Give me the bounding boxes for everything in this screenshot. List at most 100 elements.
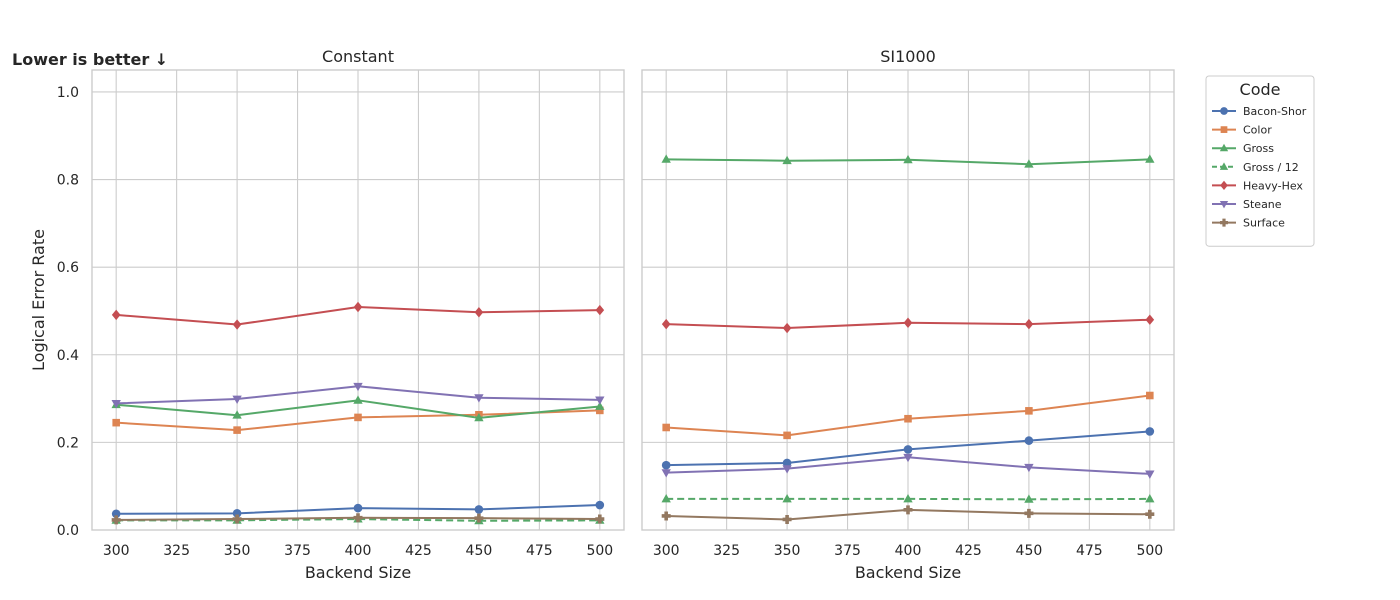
- x-tick-label: 475: [1076, 543, 1103, 559]
- data-point: [232, 319, 242, 330]
- data-point: [354, 413, 362, 422]
- panel-title: SI1000: [880, 47, 936, 66]
- data-point: [903, 493, 913, 503]
- y-tick-label: 0.4: [57, 348, 79, 364]
- data-point: [1145, 470, 1155, 479]
- x-axis-label: Backend Size: [305, 563, 411, 582]
- lower-is-better-annotation: Lower is better ↓: [12, 50, 169, 69]
- data-point: [782, 514, 792, 524]
- x-tick-label: 450: [466, 543, 493, 559]
- x-tick-label: 425: [405, 543, 432, 559]
- y-tick-label: 1.0: [57, 85, 79, 101]
- series-heavy-hex: [661, 314, 1155, 334]
- x-tick-label: 350: [224, 543, 251, 559]
- data-point: [595, 401, 605, 410]
- data-point: [903, 453, 913, 463]
- data-point: [661, 460, 671, 470]
- legend-marker: [1220, 126, 1228, 133]
- data-point: [782, 322, 792, 334]
- x-tick-label: 400: [895, 543, 922, 559]
- y-axis-label: Logical Error Rate: [29, 229, 48, 371]
- panel-si1000: SI1000 300 325 350 375 400 425 450 475 500 Backend…: [641, 47, 1175, 582]
- data-point: [111, 399, 121, 409]
- legend-entry-surface: Surface: [1212, 217, 1285, 230]
- series-bacon-shor: [661, 427, 1155, 470]
- legend-entry-bacon-shor: Bacon-Shor: [1212, 105, 1307, 118]
- data-point: [661, 154, 671, 163]
- series-gross: [661, 154, 1155, 168]
- y-tick-label: 0.2: [57, 435, 79, 451]
- data-point: [595, 514, 605, 524]
- data-point: [903, 154, 913, 164]
- data-point: [111, 309, 121, 321]
- data-point: [662, 423, 670, 432]
- data-point: [1024, 318, 1034, 330]
- x-tick-label: 450: [1016, 543, 1043, 559]
- x-tick-label: 350: [774, 543, 801, 559]
- data-point: [1024, 159, 1034, 168]
- x-tick-label: 300: [103, 543, 130, 559]
- data-point: [232, 395, 242, 404]
- data-point: [474, 505, 484, 514]
- data-point: [353, 301, 363, 313]
- data-point: [474, 394, 484, 403]
- data-point: [353, 382, 363, 392]
- data-point: [595, 304, 605, 316]
- panel-title: Constant: [322, 47, 394, 66]
- legend-marker: [1220, 107, 1228, 115]
- legend-entry-heavy-hex: Heavy-Hex: [1212, 179, 1303, 192]
- y-tick-label: 0.6: [57, 260, 79, 276]
- data-point: [353, 503, 363, 513]
- legend-marker: [1219, 200, 1229, 209]
- x-tick-label: 375: [284, 543, 311, 559]
- series-color: [662, 391, 1154, 440]
- data-point: [232, 410, 242, 419]
- panel-constant: Constant 300 325 350 375 400 425 450 475 500 Backe…: [91, 47, 625, 582]
- data-point: [111, 515, 121, 525]
- data-point: [903, 317, 913, 329]
- legend-label: Gross: [1243, 142, 1274, 155]
- x-tick-label: 500: [1136, 543, 1163, 559]
- data-point: [782, 493, 792, 503]
- data-point: [595, 500, 605, 510]
- data-point: [353, 513, 363, 523]
- legend-entry-gross-12: Gross / 12: [1212, 161, 1299, 174]
- legend-label: Color: [1243, 124, 1272, 137]
- data-point: [596, 406, 604, 415]
- series-line: [116, 518, 600, 522]
- plot-frame: [91, 69, 625, 531]
- data-point: [904, 414, 912, 423]
- plot-frame: [641, 69, 1175, 531]
- legend-marker: [1219, 162, 1229, 170]
- x-tick-label: 375: [834, 543, 861, 559]
- data-point: [1145, 427, 1155, 436]
- series-surface: [661, 505, 1155, 524]
- data-point: [661, 469, 671, 478]
- data-point: [474, 513, 484, 523]
- legend-entry-gross: Gross: [1212, 142, 1274, 155]
- legend-label: Steane: [1243, 198, 1282, 211]
- legend-entry-color: Color: [1212, 124, 1272, 137]
- legend-label: Heavy-Hex: [1243, 179, 1303, 192]
- x-axis-label: Backend Size: [855, 563, 961, 582]
- data-point: [783, 431, 791, 440]
- data-point: [1145, 314, 1155, 325]
- data-point: [1145, 493, 1155, 503]
- x-tick-label: 400: [345, 543, 372, 559]
- data-point: [903, 445, 913, 454]
- legend-label: Surface: [1243, 217, 1285, 230]
- x-tick-label: 500: [586, 543, 613, 559]
- x-tick-label: 300: [653, 543, 680, 559]
- series-heavy-hex: [111, 301, 605, 330]
- data-point: [474, 307, 484, 318]
- legend: Code Bacon-Shor Color Gross Gross / 12 Heavy-…: [1205, 75, 1315, 247]
- data-point: [661, 493, 671, 503]
- data-point: [112, 418, 120, 427]
- legend-marker: [1220, 218, 1228, 227]
- legend-label: Gross / 12: [1243, 161, 1299, 174]
- series-surface: [111, 513, 605, 525]
- data-point: [1025, 407, 1033, 415]
- series-steane: [661, 453, 1155, 479]
- x-tick-label: 425: [955, 543, 982, 559]
